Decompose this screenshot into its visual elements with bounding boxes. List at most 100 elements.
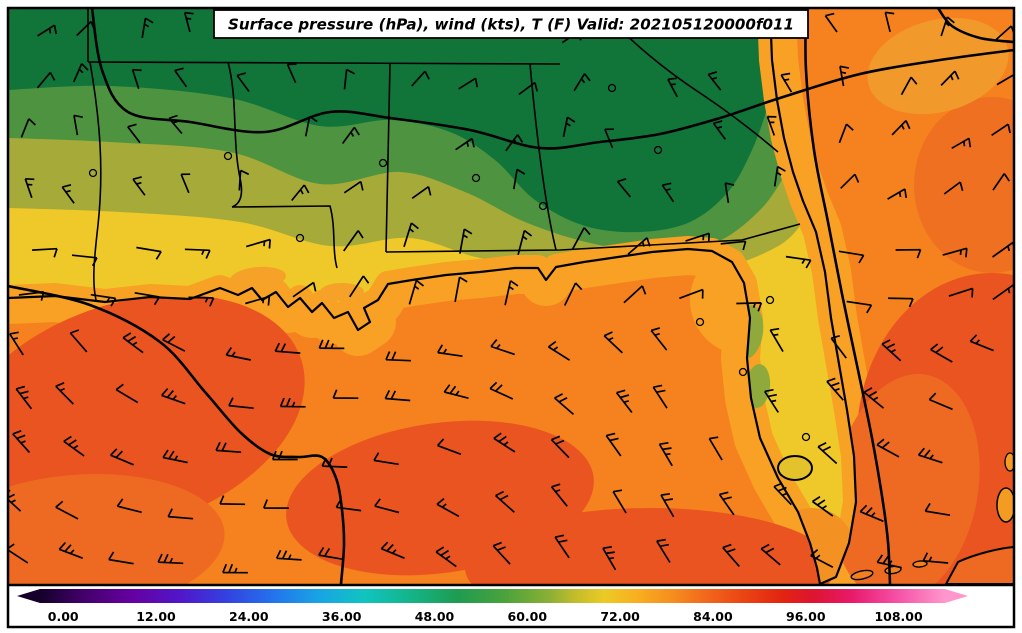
wind-barb (563, 282, 583, 306)
wind-barb (219, 495, 246, 506)
wind-barb (459, 228, 473, 254)
wind-barb (373, 452, 399, 466)
wind-barb (403, 222, 419, 248)
figure-frame (6, 6, 1016, 629)
wind-barb (492, 541, 511, 565)
wind-barb (489, 381, 514, 400)
wind-barb (90, 293, 117, 307)
calm-station-circle (765, 295, 775, 305)
wind-barb (55, 382, 75, 405)
wind-barb (661, 182, 675, 203)
calm-station-circle (471, 173, 481, 183)
wind-barb (884, 11, 895, 33)
warm-water-patch (914, 97, 1014, 273)
florida-keys-island (850, 569, 874, 581)
warm-water-patch (8, 294, 305, 536)
wind-barb (318, 339, 345, 350)
warm-water-patch (867, 17, 1009, 115)
wind-barb (63, 435, 85, 457)
warm-water-patch (465, 508, 835, 585)
wind-barb (554, 534, 570, 559)
wind-barb (760, 543, 781, 566)
wind-barb (495, 490, 515, 513)
colorbar-tick-label: 0.00 (48, 609, 79, 624)
wind-barb (183, 11, 194, 33)
wind-barb (279, 397, 306, 408)
calm-station-circle (378, 158, 388, 168)
border-fl-north (385, 223, 801, 253)
wind-barb (562, 116, 576, 137)
wind-barb (341, 126, 360, 145)
wind-barb (61, 183, 75, 204)
wind-barb (127, 123, 141, 144)
wind-barb (436, 497, 460, 518)
wind-barb (863, 387, 885, 409)
wind-barb (769, 327, 784, 353)
warm-water-patch (8, 474, 225, 585)
colorbar-tick-label: 108.00 (874, 609, 923, 624)
wind-barb (490, 339, 515, 356)
wind-barb (108, 551, 134, 565)
wind-barb (134, 291, 161, 306)
border-al-ga (529, 63, 557, 251)
calm-station-circle (88, 168, 98, 178)
wind-barb (131, 68, 142, 90)
wind-barb (924, 502, 951, 517)
isotherm-bands (8, 8, 806, 273)
wind-barb (505, 134, 524, 152)
calm-station-circle (295, 233, 305, 243)
wind-barb (718, 491, 735, 516)
wind-barb (724, 182, 735, 204)
wind-barb (55, 500, 79, 520)
wind-barb (887, 297, 914, 308)
wind-barb (335, 498, 362, 512)
wind-barb (73, 114, 83, 136)
wind-barb (435, 546, 457, 568)
map-title: Surface pressure (hPa), wind (kts), T (F… (228, 16, 794, 34)
wind-barb (766, 115, 777, 136)
wind-barb (603, 331, 623, 354)
wind-barb (838, 250, 865, 264)
wind-barb (228, 397, 254, 410)
pressure-isobar (936, 8, 1014, 44)
wind-barb (24, 177, 35, 199)
wind-barb (604, 128, 614, 149)
wind-barb (72, 63, 89, 83)
wind-barb (8, 489, 22, 512)
calm-station-circle (801, 432, 811, 442)
border-ms-al (385, 63, 391, 253)
title-box: Surface pressure (hPa), wind (kts), T (F… (213, 9, 809, 39)
wind-barb (20, 118, 36, 138)
wind-barb (411, 70, 430, 87)
wind-barb (650, 327, 668, 351)
warm-water-patches (8, 17, 1014, 585)
wind-barb (773, 165, 786, 187)
wind-barb (900, 76, 918, 96)
colorbar-tick-label: 60.00 (508, 609, 548, 624)
wind-barb (612, 489, 627, 514)
wind-barb (36, 71, 56, 89)
wind-barb (839, 65, 850, 87)
colorbar: 0.00 12.00 24.00 36.00 48.00 60.00 72.00 84.00 9… (17, 589, 968, 624)
wind-barb (773, 482, 792, 506)
wind-barb (222, 563, 248, 574)
wind-barb (274, 342, 301, 354)
wind-barb (940, 70, 960, 86)
state-borders (87, 8, 801, 301)
wind-barb (824, 12, 838, 33)
wind-barb (940, 16, 955, 37)
wind-barb (512, 168, 526, 190)
wind-barb (922, 552, 949, 564)
wind-barb (736, 302, 763, 312)
wind-barb (76, 20, 96, 37)
wind-barb (180, 173, 191, 194)
wind-barb (504, 280, 519, 306)
wind-barb (812, 495, 834, 517)
calm-station-circle (653, 145, 663, 155)
wind-barb (18, 291, 45, 301)
wind-barb (384, 390, 411, 402)
colorbar-tick-label: 48.00 (415, 609, 455, 624)
colorbar-tick-labels: 0.00 12.00 24.00 36.00 48.00 60.00 72.00 84.00 9… (48, 609, 923, 624)
wind-barb (168, 114, 183, 135)
wind-barb (15, 385, 33, 410)
